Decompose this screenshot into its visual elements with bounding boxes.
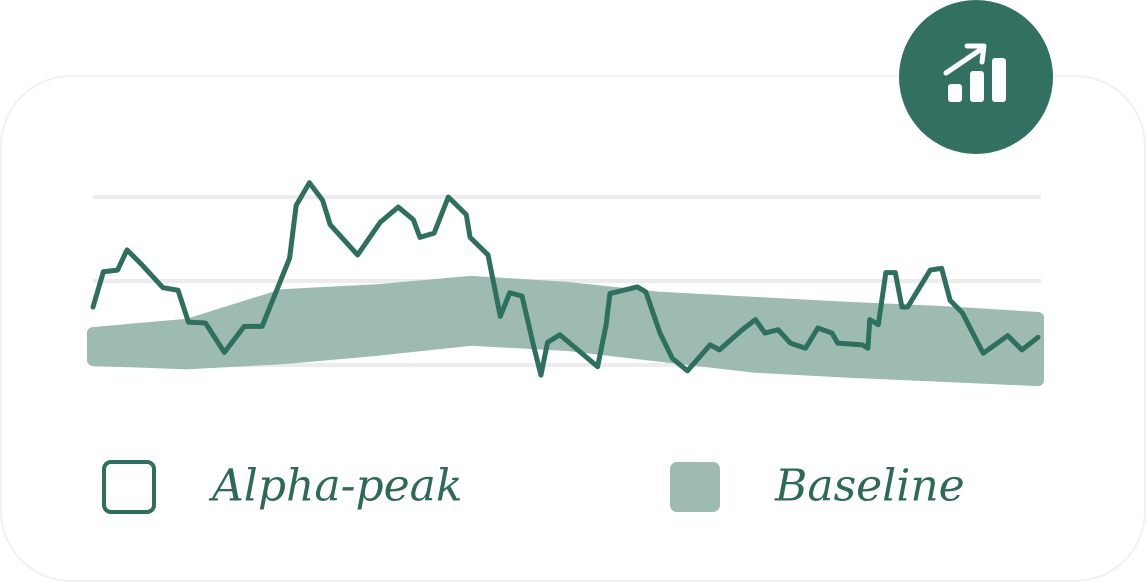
icon-arrow-head	[964, 43, 987, 65]
baseline-band	[87, 275, 1044, 387]
icon-bar	[992, 58, 1006, 102]
legend: Alpha-peak Baseline	[102, 460, 965, 514]
icon-bar	[970, 71, 984, 102]
legend-label[interactable]: Alpha-peak	[208, 461, 463, 512]
band-layer	[87, 275, 1044, 387]
legend-label[interactable]: Baseline	[774, 461, 965, 512]
legend-swatch[interactable]	[670, 462, 720, 512]
legend-swatch[interactable]	[102, 460, 156, 514]
alpha-peak-line	[90, 180, 1041, 378]
line-layer	[90, 180, 1041, 378]
chart-icon-button[interactable]	[899, 0, 1053, 154]
icon-arrow	[943, 47, 983, 76]
icon-bar	[948, 84, 962, 102]
